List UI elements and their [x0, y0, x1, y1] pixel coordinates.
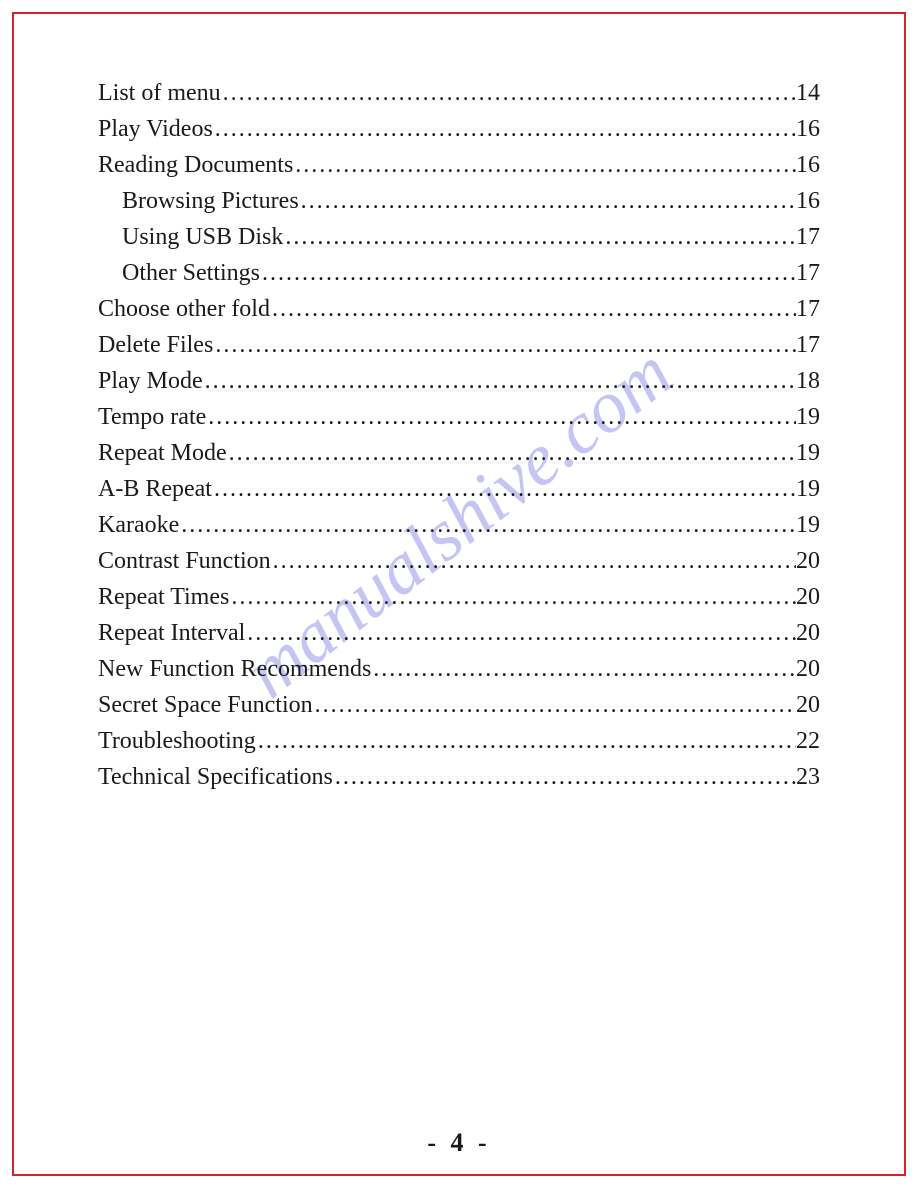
toc-title: Other Settings	[122, 255, 260, 291]
toc-page: 17	[796, 327, 820, 363]
toc-title: Contrast Function	[98, 543, 271, 579]
toc-page: 17	[796, 219, 820, 255]
toc-title: Karaoke	[98, 507, 179, 543]
toc-title: Delete Files	[98, 327, 213, 363]
toc-page: 18	[796, 363, 820, 399]
toc-row: Using USB Disk 17	[98, 219, 820, 255]
toc-dots	[245, 615, 796, 651]
toc-title: Play Videos	[98, 111, 213, 147]
toc-dots	[213, 327, 796, 363]
toc-row: Play Videos 16	[98, 111, 820, 147]
toc-title: Browsing Pictures	[122, 183, 299, 219]
toc-title: Technical Specifications	[98, 759, 333, 795]
toc-dots	[206, 399, 796, 435]
toc-dots	[256, 723, 796, 759]
toc-dots	[270, 291, 796, 327]
toc-page: 20	[796, 615, 820, 651]
page-number: - 4 -	[0, 1128, 918, 1158]
toc-dots	[293, 147, 796, 183]
toc-page: 17	[796, 291, 820, 327]
toc-row: Troubleshooting 22	[98, 723, 820, 759]
toc-page: 19	[796, 435, 820, 471]
toc-page: 22	[796, 723, 820, 759]
toc-page: 19	[796, 507, 820, 543]
toc-title: Choose other fold	[98, 291, 270, 327]
toc-dots	[299, 183, 796, 219]
toc-page: 20	[796, 651, 820, 687]
toc-title: New Function Recommends	[98, 651, 371, 687]
toc-row: Technical Specifications 23	[98, 759, 820, 795]
toc-dots	[221, 75, 796, 111]
toc-dots	[203, 363, 796, 399]
toc-row: Secret Space Function 20	[98, 687, 820, 723]
toc-title: Secret Space Function	[98, 687, 313, 723]
toc-row: Reading Documents 16	[98, 147, 820, 183]
toc-page: 20	[796, 543, 820, 579]
toc-row: Repeat Times 20	[98, 579, 820, 615]
toc-dots	[212, 471, 796, 507]
toc-dots	[260, 255, 796, 291]
toc-page: 19	[796, 399, 820, 435]
toc-title: Troubleshooting	[98, 723, 256, 759]
toc-dots	[313, 687, 796, 723]
toc-dots	[283, 219, 796, 255]
toc-title: Repeat Times	[98, 579, 229, 615]
toc-row: Browsing Pictures 16	[98, 183, 820, 219]
toc-page: 16	[796, 183, 820, 219]
toc-row: List of menu 14	[98, 75, 820, 111]
toc-dots	[271, 543, 796, 579]
toc-dots	[333, 759, 796, 795]
toc-page: 20	[796, 687, 820, 723]
toc-page: 16	[796, 111, 820, 147]
toc-page: 19	[796, 471, 820, 507]
toc-dots	[227, 435, 796, 471]
toc-row: A-B Repeat 19	[98, 471, 820, 507]
toc-title: Using USB Disk	[122, 219, 283, 255]
toc-row: Repeat Interval 20	[98, 615, 820, 651]
toc-page: 16	[796, 147, 820, 183]
toc-row: Other Settings 17	[98, 255, 820, 291]
toc-title: Play Mode	[98, 363, 203, 399]
toc-title: List of menu	[98, 75, 221, 111]
toc-row: Play Mode 18	[98, 363, 820, 399]
toc-row: Karaoke 19	[98, 507, 820, 543]
toc-dots	[229, 579, 796, 615]
toc-title: Tempo rate	[98, 399, 206, 435]
toc-row: Delete Files 17	[98, 327, 820, 363]
toc-row: Repeat Mode 19	[98, 435, 820, 471]
toc-dots	[213, 111, 796, 147]
toc-page: 14	[796, 75, 820, 111]
toc-title: A-B Repeat	[98, 471, 212, 507]
toc-title: Repeat Interval	[98, 615, 245, 651]
toc-row: Tempo rate 19	[98, 399, 820, 435]
toc-page: 17	[796, 255, 820, 291]
toc-dots	[179, 507, 796, 543]
toc-dots	[371, 651, 796, 687]
toc-title: Repeat Mode	[98, 435, 227, 471]
toc-row: Contrast Function 20	[98, 543, 820, 579]
toc-row: Choose other fold 17	[98, 291, 820, 327]
toc-page: 20	[796, 579, 820, 615]
toc-row: New Function Recommends 20	[98, 651, 820, 687]
table-of-contents: List of menu14Play Videos16Reading Docum…	[98, 75, 820, 795]
toc-page: 23	[796, 759, 820, 795]
toc-title: Reading Documents	[98, 147, 293, 183]
